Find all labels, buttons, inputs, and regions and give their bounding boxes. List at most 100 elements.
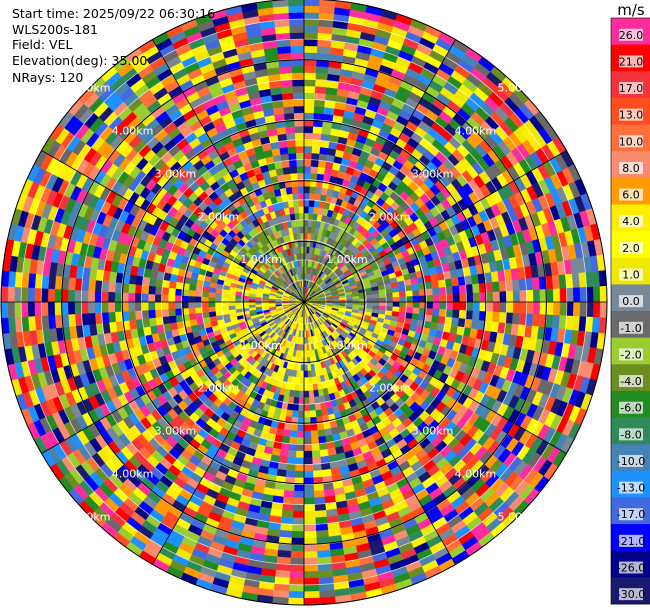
velocity-gate bbox=[303, 571, 319, 579]
velocity-gate bbox=[114, 301, 122, 313]
velocity-gate bbox=[312, 463, 322, 472]
velocity-gate bbox=[290, 544, 305, 552]
velocity-gate bbox=[532, 301, 541, 315]
velocity-gate bbox=[546, 301, 554, 316]
velocity-gate bbox=[412, 295, 420, 303]
velocity-gate bbox=[34, 301, 42, 317]
velocity-gate bbox=[174, 301, 182, 309]
velocity-gate bbox=[68, 313, 76, 327]
velocity-gate bbox=[316, 173, 325, 182]
velocity-gate bbox=[296, 444, 305, 452]
velocity-gate bbox=[410, 277, 419, 286]
velocity-gate bbox=[586, 301, 594, 318]
velocity-gate bbox=[486, 301, 494, 313]
velocity-gate bbox=[320, 408, 329, 417]
velocity-gate bbox=[438, 308, 447, 318]
velocity-gate bbox=[303, 591, 320, 599]
velocity-gate bbox=[313, 112, 324, 121]
velocity-gate bbox=[279, 449, 289, 458]
velocity-gate bbox=[168, 280, 177, 289]
velocity-gate bbox=[492, 291, 501, 303]
velocity-gate bbox=[506, 290, 514, 303]
velocity-gate bbox=[303, 99, 315, 107]
velocity-gate bbox=[308, 213, 314, 221]
velocity-gate bbox=[412, 301, 420, 309]
velocity-gate bbox=[470, 319, 480, 330]
velocity-gate bbox=[288, 443, 297, 452]
velocity-gate bbox=[303, 25, 319, 33]
velocity-gate bbox=[406, 301, 414, 308]
velocity-gate bbox=[188, 289, 196, 297]
velocity-gate bbox=[303, 517, 316, 525]
velocity-gate bbox=[445, 309, 454, 318]
velocity-gate bbox=[87, 290, 96, 303]
velocity-gate bbox=[551, 275, 560, 290]
velocity-gate bbox=[303, 65, 317, 74]
velocity-gate bbox=[303, 85, 316, 94]
velocity-gate bbox=[425, 288, 434, 296]
velocity-gate bbox=[298, 397, 305, 405]
velocity-gate bbox=[446, 301, 454, 310]
velocity-gate bbox=[292, 504, 305, 512]
velocity-gate bbox=[310, 436, 320, 445]
velocity-gate bbox=[128, 283, 136, 294]
velocity-gate bbox=[299, 377, 305, 385]
velocity-gate bbox=[141, 301, 149, 311]
velocity-gate bbox=[593, 286, 601, 303]
velocity-gate bbox=[365, 294, 373, 299]
velocity-gate bbox=[134, 310, 143, 320]
velocity-gate bbox=[303, 45, 318, 54]
velocity-gate bbox=[303, 112, 315, 120]
velocity-gate bbox=[303, 383, 309, 392]
velocity-gate bbox=[303, 457, 313, 465]
velocity-gate bbox=[74, 301, 82, 315]
velocity-gate bbox=[586, 286, 594, 303]
velocity-gate bbox=[221, 297, 229, 303]
velocity-gate bbox=[308, 390, 315, 398]
velocity-gate bbox=[313, 490, 325, 498]
velocity-gate bbox=[379, 297, 387, 303]
velocity-gate bbox=[0, 285, 9, 303]
velocity-gate bbox=[313, 483, 324, 492]
velocity-gate bbox=[128, 274, 138, 285]
velocity-gate bbox=[208, 291, 216, 298]
velocity-gate bbox=[277, 549, 292, 558]
velocity-gate bbox=[201, 301, 209, 308]
velocity-gate bbox=[291, 530, 305, 539]
velocity-gate bbox=[439, 294, 447, 303]
velocity-gate bbox=[101, 291, 109, 303]
velocity-gate bbox=[498, 312, 507, 324]
velocity-gate bbox=[372, 301, 380, 307]
velocity-gate bbox=[317, 569, 334, 579]
velocity-gate bbox=[399, 296, 407, 303]
velocity-gate bbox=[314, 402, 322, 411]
velocity-gate bbox=[399, 301, 407, 308]
velocity-gate bbox=[303, 564, 319, 572]
velocity-gate bbox=[40, 301, 49, 316]
velocity-gate bbox=[161, 301, 169, 310]
velocity-gate bbox=[101, 280, 110, 292]
velocity-gate bbox=[303, 363, 308, 372]
velocity-gate bbox=[303, 199, 310, 207]
velocity-gate bbox=[571, 272, 581, 289]
velocity-gate bbox=[432, 301, 440, 310]
velocity-gate bbox=[298, 390, 305, 398]
velocity-gate bbox=[308, 206, 315, 214]
velocity-gate bbox=[571, 315, 581, 332]
velocity-gate bbox=[485, 311, 494, 322]
velocity-gate bbox=[312, 470, 323, 478]
velocity-gate bbox=[303, 597, 321, 606]
velocity-gate bbox=[289, 571, 305, 579]
velocity-gate bbox=[222, 309, 230, 316]
velocity-gate bbox=[101, 301, 109, 313]
velocity-gate bbox=[303, 166, 312, 174]
velocity-gate bbox=[299, 370, 305, 378]
velocity-gate bbox=[127, 301, 136, 312]
velocity-gate bbox=[175, 314, 184, 323]
velocity-gate bbox=[316, 549, 331, 558]
velocity-gate bbox=[412, 289, 420, 297]
velocity-gate bbox=[303, 152, 312, 160]
velocity-gate bbox=[307, 376, 313, 385]
velocity-gate bbox=[303, 370, 309, 378]
